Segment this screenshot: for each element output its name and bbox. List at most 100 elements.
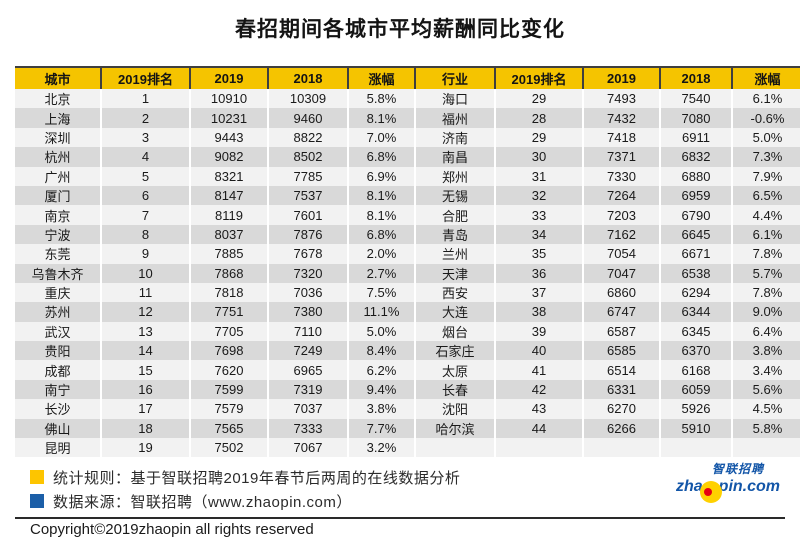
logo-dot-icon — [703, 488, 712, 496]
blue-square-icon — [30, 494, 44, 508]
table-cell: 1 — [100, 89, 190, 109]
table-cell: 7579 — [189, 399, 268, 419]
table-cell: 南宁 — [15, 379, 101, 400]
table-cell: 16 — [100, 379, 190, 400]
table-cell: 8502 — [267, 147, 348, 167]
table-cell: 18 — [100, 418, 190, 439]
table-cell: 6.9% — [347, 166, 415, 186]
table-cell: 6959 — [659, 185, 732, 206]
table-cell: 8.1% — [347, 108, 415, 128]
table-cell — [659, 438, 732, 458]
table-cell: 6331 — [582, 379, 660, 400]
table-cell: 17 — [100, 399, 190, 419]
table-row: 杭州 4 9082 8502 6.8% 南昌 30 7371 6832 7.3% — [15, 147, 800, 167]
table-row: 上海 2 10231 9460 8.1% 福州 28 7432 7080 -0.6% — [15, 108, 800, 128]
table-cell: 38 — [494, 302, 583, 322]
table-cell: 6370 — [659, 341, 732, 361]
table-cell: 8 — [100, 224, 190, 245]
table-cell: 7162 — [582, 224, 660, 245]
table-cell: 37 — [494, 282, 583, 303]
table-cell: 36 — [494, 263, 583, 283]
table-cell: 6270 — [582, 399, 660, 419]
table-cell: 天津 — [414, 263, 495, 283]
column-header: 2019 — [189, 66, 268, 89]
stat-rule-text: 统计规则：基于智联招聘2019年春节后两周的在线数据分析 — [53, 469, 461, 487]
logo-text-right: pin.com — [718, 478, 781, 495]
column-header: 2019排名 — [100, 66, 190, 89]
table-cell: 10 — [100, 263, 190, 283]
table-cell: 7320 — [267, 263, 348, 283]
table-cell: 8822 — [267, 127, 348, 148]
table-cell: 32 — [494, 185, 583, 206]
table-row: 厦门 6 8147 7537 8.1% 无锡 32 7264 6959 6.5% — [15, 185, 800, 206]
table-cell: 7.8% — [731, 244, 800, 264]
table-cell: 郑州 — [414, 166, 495, 186]
table-cell: 5926 — [659, 399, 732, 419]
table-cell: 11 — [100, 282, 190, 303]
table-cell: 3.4% — [731, 360, 800, 380]
table-cell: 7493 — [582, 89, 660, 109]
table-row: 宁波 8 8037 7876 6.8% 青岛 34 7162 6645 6.1% — [15, 224, 800, 245]
table-row: 东莞 9 7885 7678 2.0% 兰州 35 7054 6671 7.8% — [15, 244, 800, 264]
table-cell: 大连 — [414, 302, 495, 322]
table-cell: 19 — [100, 438, 190, 458]
table-cell: 沈阳 — [414, 399, 495, 419]
table-cell: 15 — [100, 360, 190, 380]
footer-divider — [15, 517, 785, 519]
table-cell: 2 — [100, 108, 190, 128]
table-cell: 南昌 — [414, 147, 495, 167]
table-cell: 6671 — [659, 244, 732, 264]
table-cell: 广州 — [15, 166, 101, 186]
table-cell: 太原 — [414, 360, 495, 380]
yellow-square-icon — [30, 470, 44, 484]
table-cell: 4.4% — [731, 205, 800, 225]
table-cell: 29 — [494, 127, 583, 148]
table-cell: 7.0% — [347, 127, 415, 148]
table-cell: 6345 — [659, 321, 732, 342]
table-cell: 4.5% — [731, 399, 800, 419]
table-cell: 海口 — [414, 89, 495, 109]
table-cell: 6 — [100, 185, 190, 206]
table-cell: 7371 — [582, 147, 660, 167]
logo-ball-icon — [699, 481, 722, 503]
table-cell: 7047 — [582, 263, 660, 283]
column-header: 城市 — [15, 66, 101, 89]
table-cell: 7432 — [582, 108, 660, 128]
table-cell — [582, 438, 660, 458]
table-cell: 宁波 — [15, 224, 101, 245]
column-header: 涨幅 — [347, 66, 415, 89]
table-cell — [731, 438, 800, 458]
table-cell: 7502 — [189, 438, 268, 458]
table-cell: 7620 — [189, 360, 268, 380]
table-cell: 6.2% — [347, 360, 415, 380]
data-source-text: 数据来源：智联招聘（www.zhaopin.com） — [53, 493, 352, 511]
table-cell: 14 — [100, 341, 190, 361]
table-cell: 东莞 — [15, 244, 101, 264]
table-cell: 深圳 — [15, 127, 101, 148]
table-cell: 成都 — [15, 360, 101, 380]
table-cell: 7818 — [189, 282, 268, 303]
table-cell: 3.8% — [731, 341, 800, 361]
table-cell: 8037 — [189, 224, 268, 245]
table-cell: 43 — [494, 399, 583, 419]
table-cell: 长春 — [414, 379, 495, 400]
table-header-row: 城市 2019排名 2019 2018 涨幅 行业 2019排名 2019 2018 涨幅 — [15, 66, 800, 89]
zhaopin-logo: 智联招聘 zha pin.com — [676, 463, 786, 503]
table-cell — [494, 438, 583, 458]
table-cell: 6.1% — [731, 89, 800, 109]
table-cell: 重庆 — [15, 282, 101, 303]
page-title: 春招期间各城市平均薪酬同比变化 — [235, 18, 565, 41]
table-cell: 6965 — [267, 360, 348, 380]
table-cell: 福州 — [414, 108, 495, 128]
footer-legend: 统计规则：基于智联招聘2019年春节后两周的在线数据分析 数据来源：智联招聘（w… — [30, 465, 460, 513]
table-cell: 7203 — [582, 205, 660, 225]
column-header: 2019 — [582, 66, 660, 89]
table-cell: 7.8% — [731, 282, 800, 303]
table-cell: 5910 — [659, 418, 732, 439]
table-cell: 烟台 — [414, 321, 495, 342]
table-cell: 7249 — [267, 341, 348, 361]
table-row: 重庆 11 7818 7036 7.5% 西安 37 6860 6294 7.8% — [15, 282, 800, 303]
table-cell: 北京 — [15, 89, 101, 109]
table-cell: 7751 — [189, 302, 268, 322]
table-cell: 8321 — [189, 166, 268, 186]
